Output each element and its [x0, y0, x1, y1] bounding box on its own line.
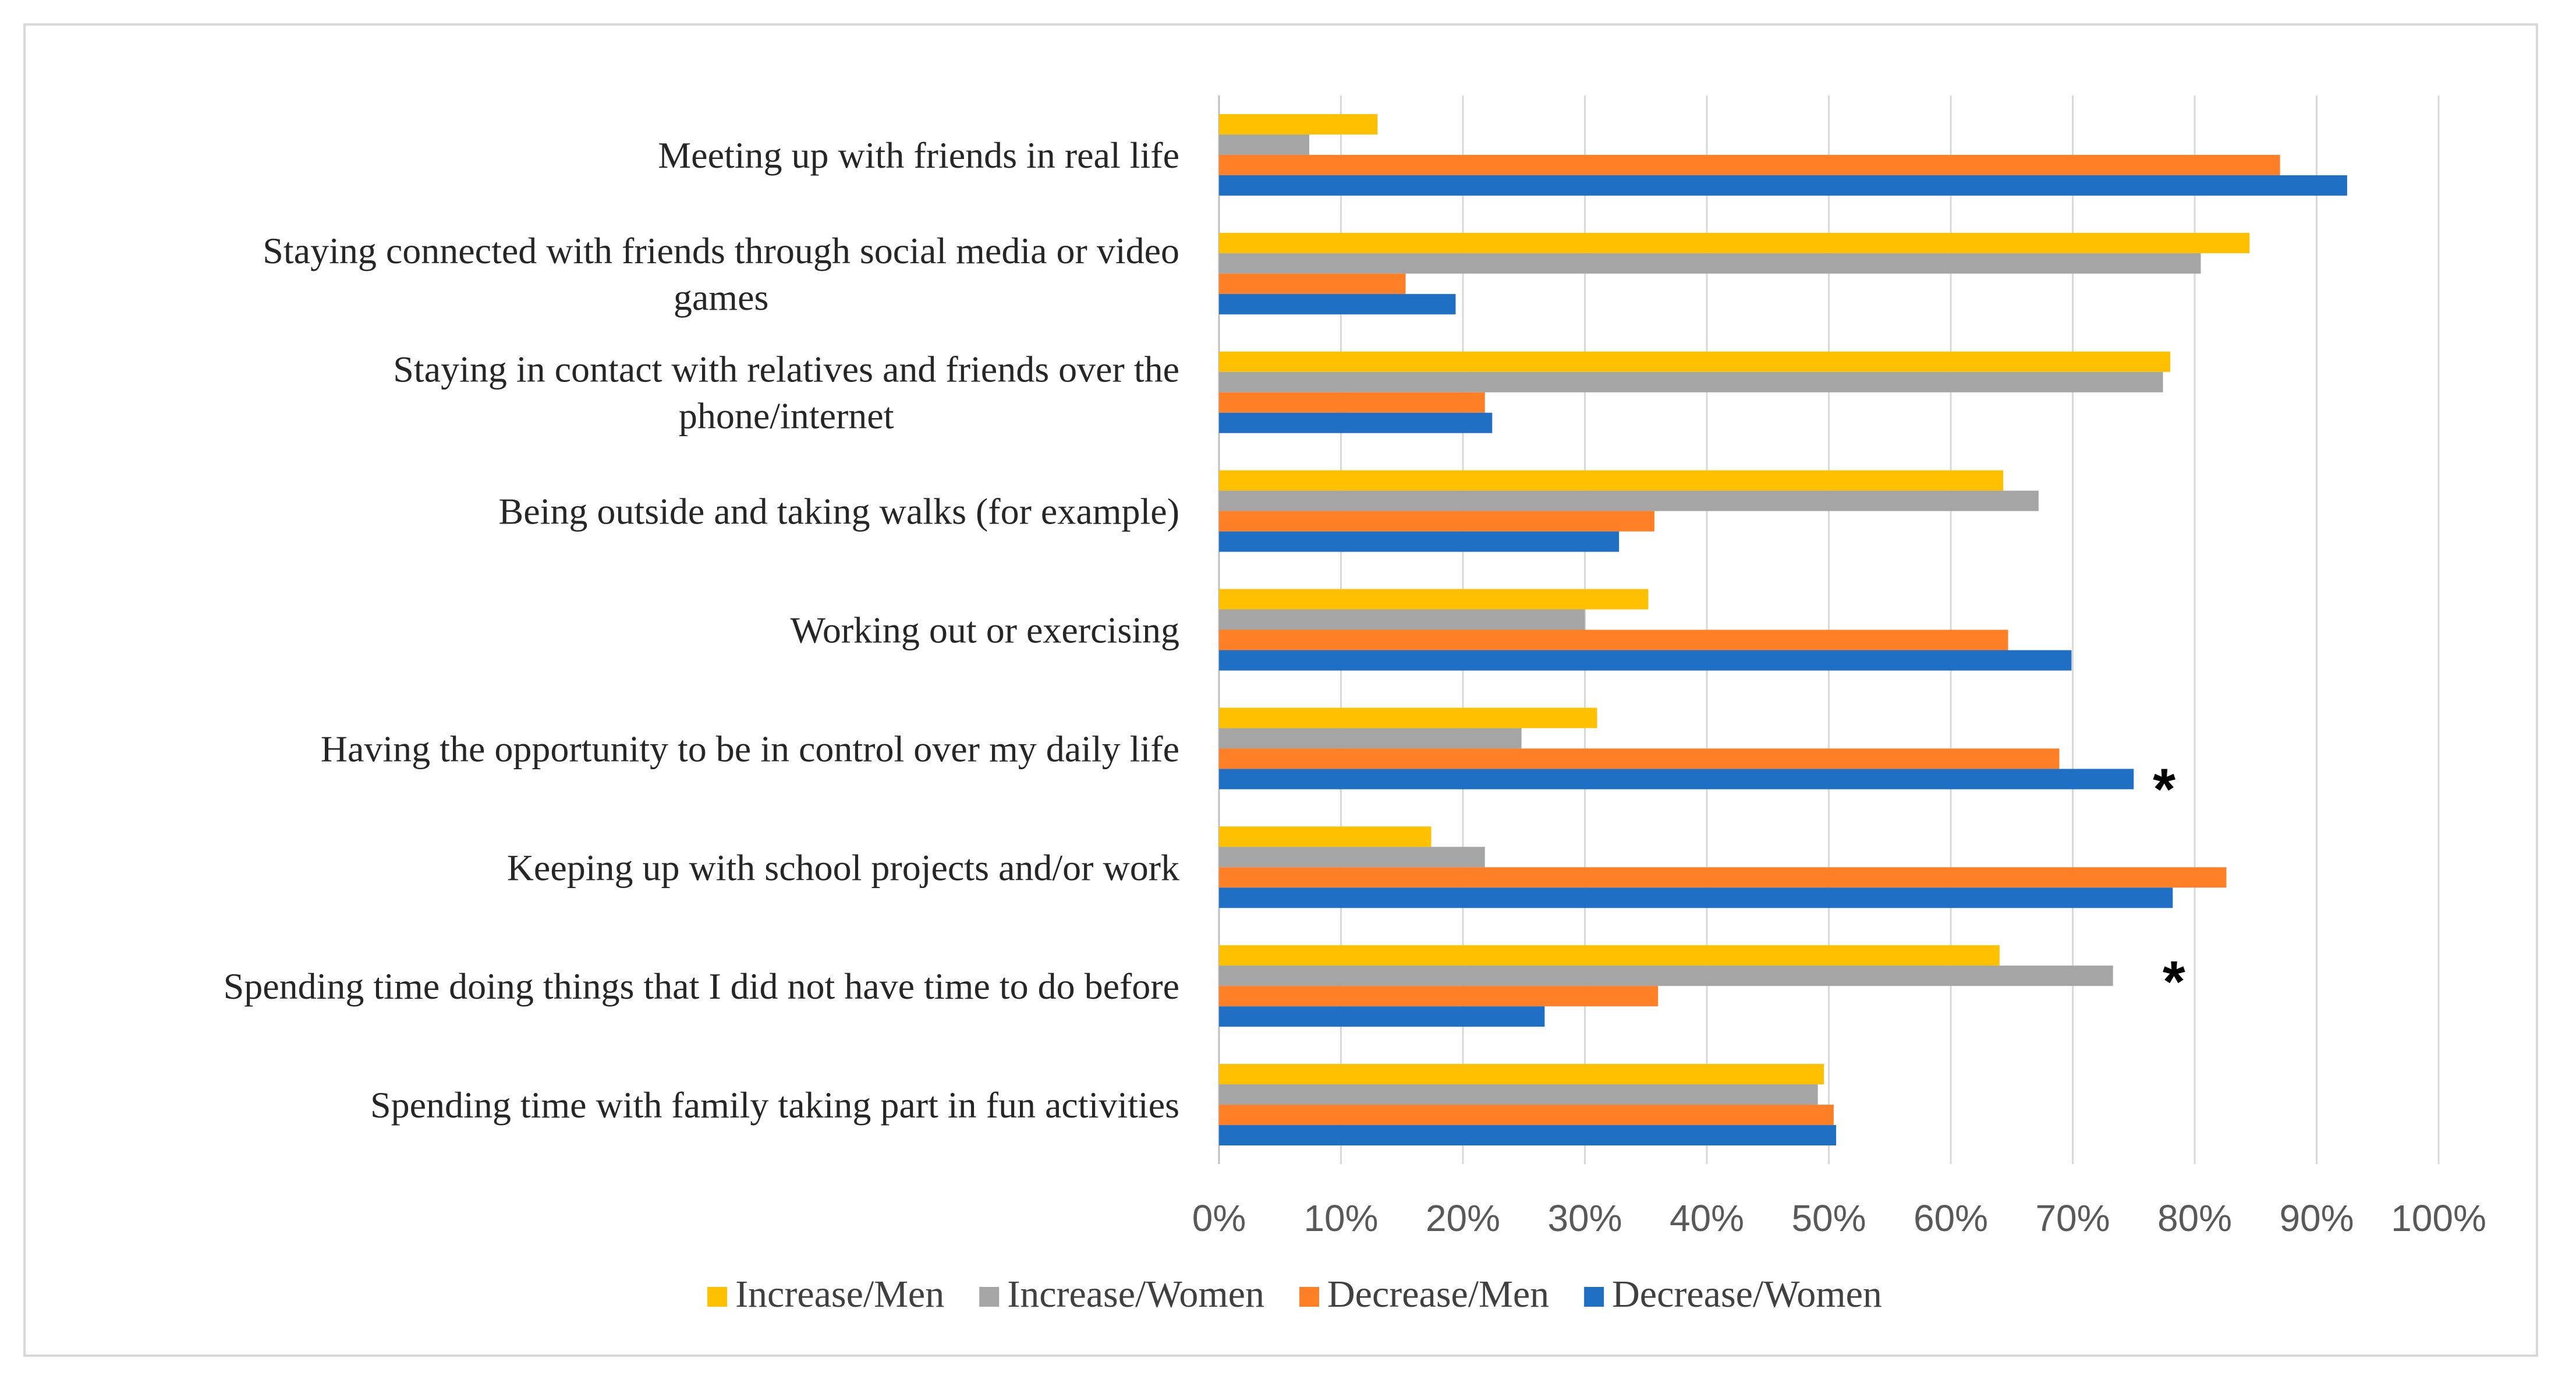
legend-label: Decrease/Women — [1612, 1273, 1882, 1315]
legend-label: Decrease/Men — [1327, 1273, 1549, 1315]
category-label: Working out or exercising — [791, 610, 1179, 651]
bar-increase-women — [1219, 847, 1485, 868]
bar-decrease-men — [1219, 392, 1485, 413]
category-label: Spending time doing things that I did no… — [224, 965, 1179, 1007]
bar-decrease-women — [1219, 887, 2173, 908]
bar-decrease-women — [1219, 412, 1493, 433]
category-label-line: phone/internet — [679, 395, 894, 437]
bar-decrease-women — [1219, 293, 1456, 314]
legend-swatch — [707, 1287, 728, 1307]
bars — [1219, 114, 2347, 1146]
bar-increase-men — [1219, 1064, 1824, 1085]
significance-asterisk: * — [2153, 756, 2175, 822]
bar-increase-women — [1219, 609, 1585, 630]
bar-chart: Meeting up with friends in real life Stay… — [224, 96, 2486, 1315]
bar-increase-women — [1219, 134, 1310, 155]
bar-decrease-women — [1219, 769, 2134, 790]
category-label-line: Staying connected with friends through s… — [263, 230, 1179, 271]
bar-increase-men — [1219, 351, 2171, 372]
bar-decrease-women — [1219, 531, 1620, 552]
bar-decrease-men — [1219, 511, 1654, 532]
category-label: Being outside and taking walks (for exam… — [499, 491, 1179, 532]
bar-decrease-men — [1219, 629, 2008, 650]
category-label-line: Spending time doing things that I did no… — [224, 965, 1179, 1007]
annotations: ** — [2153, 756, 2185, 1014]
legend-swatch — [1584, 1287, 1604, 1307]
bar-decrease-women — [1219, 650, 2072, 671]
bar-increase-women — [1219, 728, 1522, 749]
x-tick-label: 60% — [1914, 1197, 1988, 1239]
x-tick-label: 10% — [1303, 1197, 1378, 1239]
bar-increase-men — [1219, 826, 1431, 847]
legend-swatch — [979, 1287, 1000, 1307]
x-tick-label: 80% — [2157, 1197, 2232, 1239]
legend-label: Increase/Women — [1007, 1273, 1264, 1315]
bar-increase-men — [1219, 114, 1378, 135]
category-label-line: Staying in contact with relatives and fr… — [393, 349, 1179, 390]
legend-item: Increase/Men — [707, 1273, 944, 1315]
bar-increase-women — [1219, 965, 2113, 986]
category-label: Staying connected with friends through s… — [263, 230, 1179, 318]
category-label: Meeting up with friends in real life — [658, 135, 1179, 176]
category-label: Staying in contact with relatives and fr… — [393, 349, 1179, 437]
category-label-line: Spending time with family taking part in… — [370, 1084, 1179, 1126]
category-label-line: Keeping up with school projects and/or w… — [507, 847, 1179, 888]
x-tick-label: 20% — [1426, 1197, 1500, 1239]
bar-decrease-women — [1219, 1006, 1545, 1027]
significance-asterisk: * — [2163, 949, 2185, 1014]
bar-increase-women — [1219, 372, 2163, 392]
bar-decrease-men — [1219, 748, 2060, 769]
category-labels: Meeting up with friends in real life Stay… — [224, 135, 1179, 1126]
bar-decrease-men — [1219, 867, 2227, 888]
bar-decrease-men — [1219, 1105, 1834, 1126]
category-label-line: Having the opportunity to be in control … — [321, 728, 1179, 769]
bar-increase-men — [1219, 232, 2250, 253]
category-label: Keeping up with school projects and/or w… — [507, 847, 1179, 888]
legend-swatch — [1299, 1287, 1320, 1307]
x-tick-label: 100% — [2391, 1197, 2486, 1239]
category-label-line: Working out or exercising — [791, 610, 1179, 651]
legend-item: Increase/Women — [979, 1273, 1264, 1315]
legend-item: Decrease/Women — [1584, 1273, 1882, 1315]
legend-item: Decrease/Men — [1299, 1273, 1549, 1315]
bar-decrease-men — [1219, 273, 1406, 294]
category-label: Spending time with family taking part in… — [370, 1084, 1179, 1126]
category-label-line: games — [674, 277, 769, 318]
category-label-line: Being outside and taking walks (for exam… — [499, 491, 1179, 532]
bar-increase-men — [1219, 708, 1597, 728]
bar-decrease-women — [1219, 175, 2347, 196]
category-label-line: Meeting up with friends in real life — [658, 135, 1179, 176]
bar-increase-women — [1219, 490, 2039, 511]
x-tick-label: 90% — [2279, 1197, 2354, 1239]
bar-increase-women — [1219, 253, 2201, 274]
x-axis-tick-labels: 0% 10% 20% 30% 40% 50% 60% 70% 80% 90% 100% — [1192, 1197, 2486, 1239]
bar-decrease-women — [1219, 1125, 1837, 1146]
legend-label: Increase/Men — [735, 1273, 944, 1315]
bar-increase-men — [1219, 945, 2000, 966]
x-tick-label: 30% — [1547, 1197, 1622, 1239]
bar-decrease-men — [1219, 154, 2280, 175]
bar-decrease-men — [1219, 986, 1659, 1007]
category-label: Having the opportunity to be in control … — [321, 728, 1179, 769]
chart-frame: Meeting up with friends in real life Stay… — [23, 23, 2538, 1357]
bar-increase-women — [1219, 1084, 1818, 1105]
x-tick-label: 50% — [1791, 1197, 1866, 1239]
x-tick-label: 40% — [1670, 1197, 1744, 1239]
bar-increase-men — [1219, 589, 1649, 610]
x-tick-label: 70% — [2035, 1197, 2110, 1239]
bar-increase-men — [1219, 470, 2004, 491]
legend: Increase/Men Increase/Women Decrease/Men De… — [707, 1273, 1882, 1315]
x-tick-label: 0% — [1192, 1197, 1246, 1239]
